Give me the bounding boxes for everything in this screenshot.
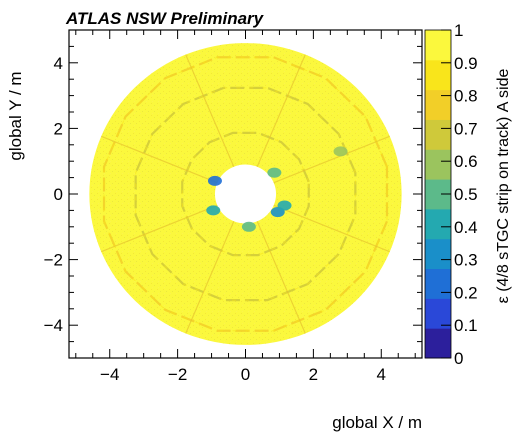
plot-area xyxy=(89,43,402,345)
colorbar-tick-label: 0.6 xyxy=(454,152,478,171)
x-tick-label: −2 xyxy=(168,365,187,384)
radial-seam xyxy=(185,221,235,334)
colorbar-tick-label: 0.5 xyxy=(454,185,478,204)
colorbar-tick-label: 0.9 xyxy=(454,54,478,73)
colorbar-tick-label: 0.4 xyxy=(454,218,478,237)
x-axis-label: global X / m xyxy=(332,413,422,432)
colorbar-tick-label: 0.8 xyxy=(454,87,478,106)
sector-boundary-inner-2 xyxy=(103,56,388,332)
x-tick-label: −4 xyxy=(100,365,119,384)
radial-seam xyxy=(273,135,390,184)
y-tick-label: 0 xyxy=(54,185,63,204)
x-tick-label: 0 xyxy=(241,365,250,384)
radial-seam xyxy=(256,54,306,167)
radial-seam xyxy=(185,54,235,167)
low-efficiency-spot xyxy=(241,221,256,232)
colorbar-segment xyxy=(425,268,451,299)
radial-seam xyxy=(101,135,218,184)
colorbar-tick-label: 0.1 xyxy=(454,316,478,335)
low-efficiency-spot xyxy=(267,167,282,178)
colorbar-segment xyxy=(425,208,451,240)
colorbar-tick-label: 0.2 xyxy=(454,283,478,302)
sector-boundary-inner-0 xyxy=(181,132,310,256)
x-tick-label: 4 xyxy=(377,365,386,384)
colorbar-segment xyxy=(425,238,451,270)
colorbar-segment xyxy=(425,298,451,329)
colorbar-tick-label: 1 xyxy=(454,21,463,40)
low-efficiency-spot xyxy=(207,175,222,186)
y-axis: −4 −2 0 2 4 xyxy=(44,29,422,359)
chart-title: ATLAS NSW Preliminary xyxy=(65,9,265,28)
y-tick-label: 4 xyxy=(54,54,63,73)
colorbar-tick-label: 0 xyxy=(454,349,463,368)
colorbar-tick-label: 0.3 xyxy=(454,251,478,270)
colorbar-tick-label: 0.7 xyxy=(454,119,478,138)
low-efficiency-spot xyxy=(333,146,348,157)
colorbar-label: ε (4/8 sTGC strip on track) A side xyxy=(495,69,512,304)
sector-boundary-inner-1 xyxy=(135,87,356,301)
heatmap-layer xyxy=(89,43,402,345)
radial-seam xyxy=(273,204,390,253)
colorbar-segment xyxy=(425,149,451,180)
colorbar-segment xyxy=(425,119,451,150)
y-tick-label: −2 xyxy=(44,251,63,270)
low-efficiency-spot xyxy=(206,205,221,216)
colorbar: 0 0.1 0.2 0.3 0.4 0.5 0.6 0.7 0.8 0.9 1 xyxy=(424,21,478,368)
radial-seam xyxy=(101,204,218,253)
low-efficiency-spot xyxy=(277,200,292,211)
y-axis-label: global Y / m xyxy=(6,71,25,160)
colorbar-segment xyxy=(425,30,451,61)
colorbar-segment xyxy=(425,89,451,120)
colorbar-segment xyxy=(425,59,451,91)
colorbar-segment xyxy=(425,328,451,359)
x-tick-label: 2 xyxy=(309,365,318,384)
x-axis: −4 −2 0 2 4 xyxy=(75,30,416,384)
y-tick-label: 2 xyxy=(54,119,63,138)
radial-seam xyxy=(256,221,306,334)
y-tick-label: −4 xyxy=(44,316,63,335)
